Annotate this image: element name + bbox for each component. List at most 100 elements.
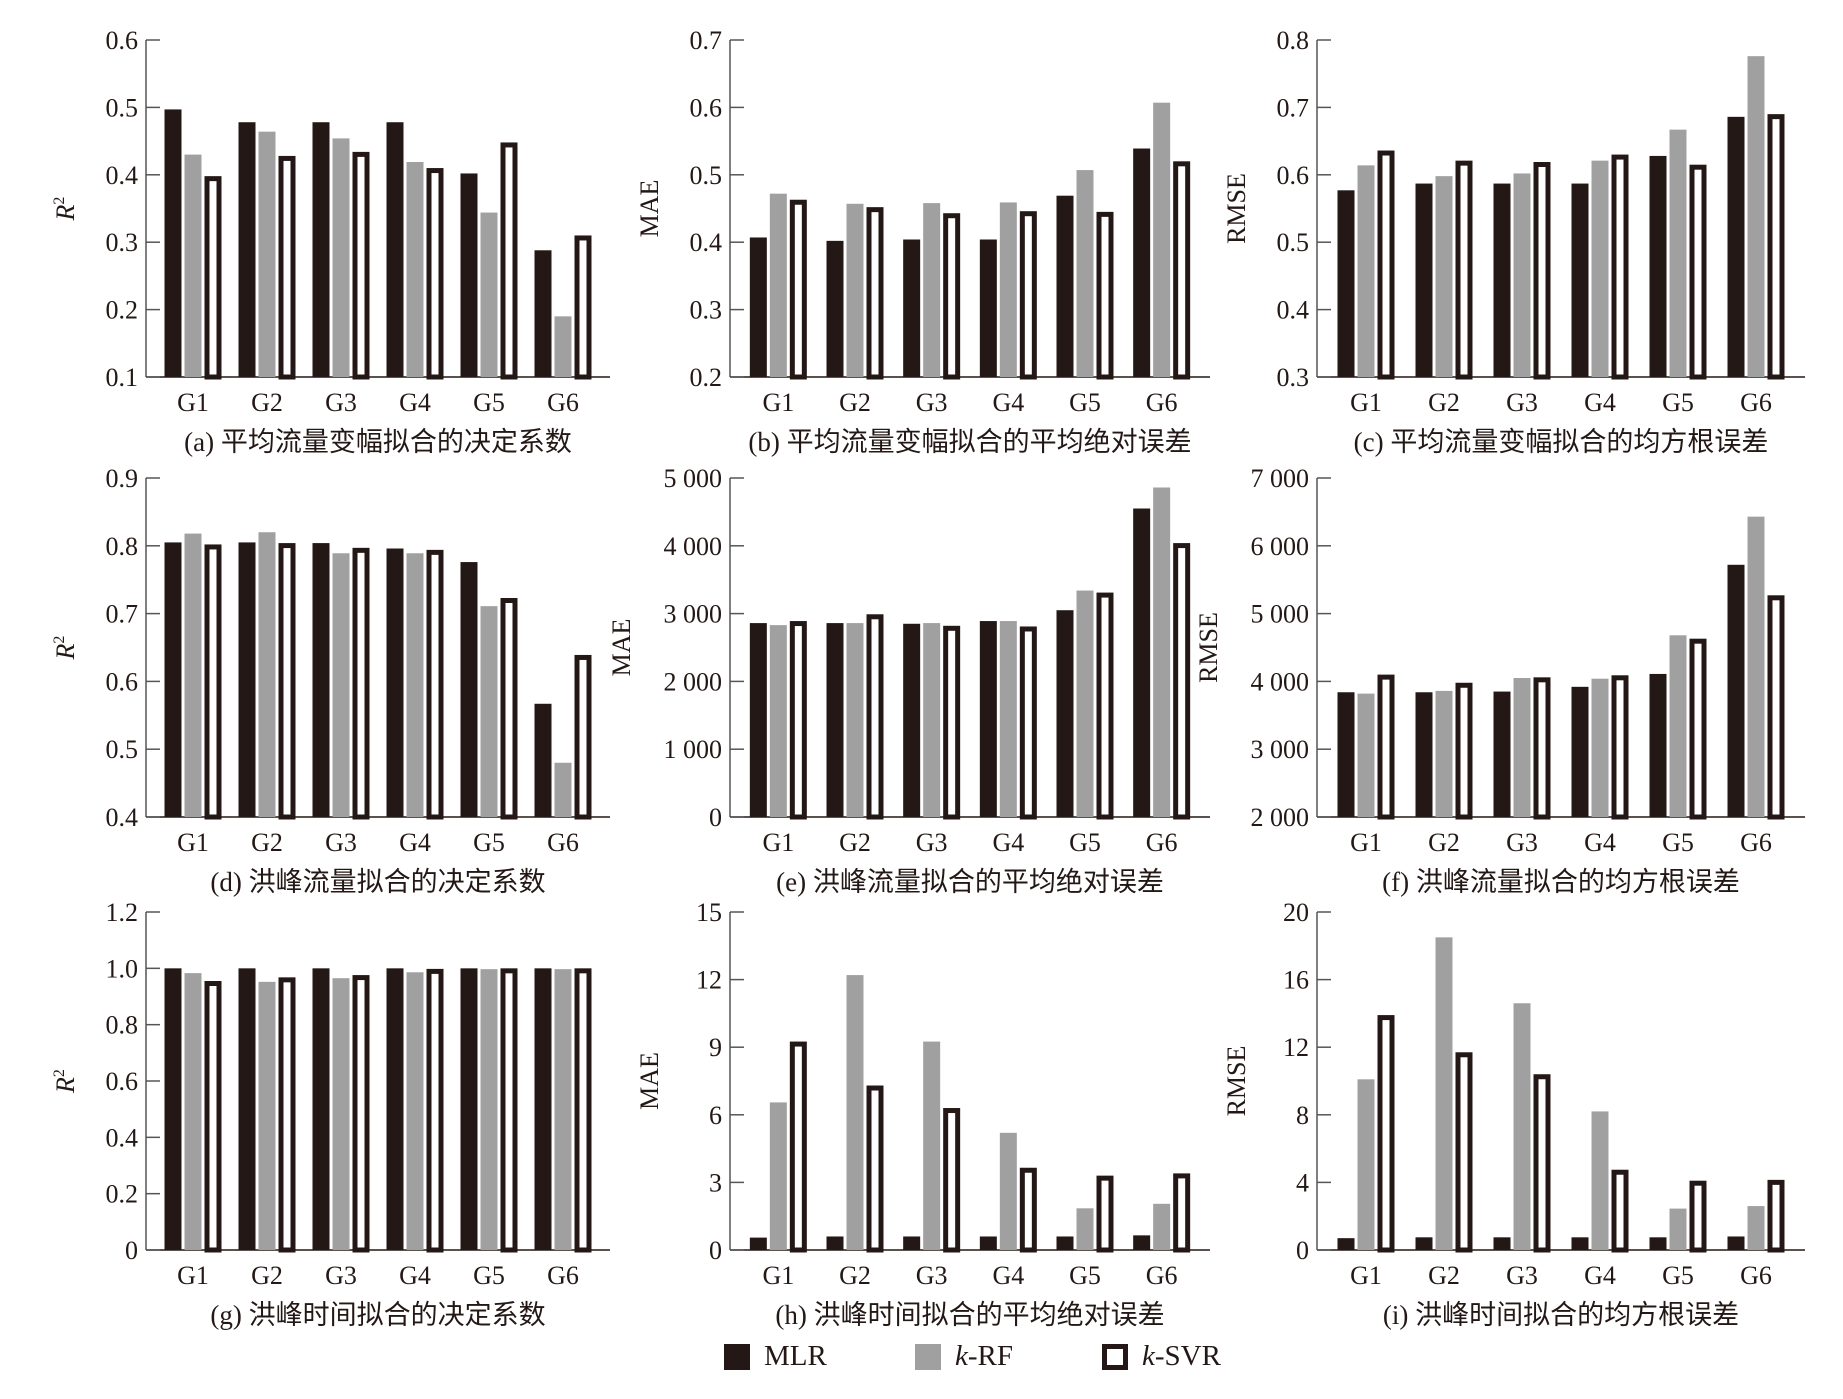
x-tick-label: G6: [1146, 828, 1178, 857]
legend-item-mlr: MLR: [724, 1340, 827, 1373]
bar-k-svr-g6: [1767, 595, 1785, 820]
bar-mlr-g6: [1727, 564, 1745, 817]
bar-mlr-g1: [164, 968, 182, 1250]
bar-k-svr-g4: [1611, 675, 1629, 820]
bar-k-svr-g2: [866, 207, 884, 380]
bar-k-svr-g5: [1689, 1180, 1707, 1253]
y-tick-label: 4 000: [1251, 667, 1310, 696]
y-tick-label: 0.4: [106, 1123, 139, 1152]
x-tick-label: G5: [1662, 828, 1694, 857]
bar-k-svr-g1: [1377, 150, 1395, 380]
bar-k-rf-g5: [480, 969, 498, 1250]
legend-swatch-mlr: [724, 1343, 750, 1370]
bar-mlr-g6: [534, 968, 552, 1250]
bar-mlr-g1: [1337, 692, 1355, 817]
bar-mlr-g3: [312, 543, 330, 817]
panel-caption: (f) 洪峰流量拟合的均方根误差: [1382, 867, 1740, 897]
chart-panel-d: 0.4 0.5 0.6 0.7 0.8 0.9 R2 G1 G2 G3 G4 G5 G6(d) 洪峰流量…: [51, 464, 610, 897]
panel-caption: (i) 洪峰时间拟合的均方根误差: [1383, 1300, 1739, 1330]
bar-k-svr-g6: [574, 654, 592, 820]
bar-k-svr-g6: [574, 968, 592, 1253]
panel-caption: (d) 洪峰流量拟合的决定系数: [210, 867, 545, 897]
bar-k-rf-g3: [1513, 678, 1531, 817]
bar-mlr-g1: [749, 1237, 767, 1250]
x-tick-label: G5: [1662, 388, 1694, 417]
y-tick-label: 0.6: [106, 667, 139, 696]
bar-k-rf-g5: [480, 212, 498, 377]
bar-mlr-g2: [238, 542, 256, 817]
chart-panel-e: 0 1 000 2 000 3 000 4 000 5 000 MAE G1 G2 G3 G4 G5 G…: [607, 464, 1210, 897]
bar-k-rf-g5: [1076, 1208, 1094, 1250]
bar-mlr-g1: [1337, 1238, 1355, 1250]
bar-mlr-g2: [238, 122, 256, 377]
y-tick-label: 0.8: [1277, 26, 1310, 55]
x-tick-label: G1: [177, 388, 209, 417]
x-tick-label: G3: [325, 828, 357, 857]
y-tick-label: 0.5: [1277, 228, 1310, 257]
x-tick-label: G3: [325, 388, 357, 417]
bar-k-rf-g3: [1513, 1003, 1531, 1250]
y-axis-label: MAE: [607, 619, 636, 677]
y-tick-label: 0.3: [106, 228, 139, 257]
bar-mlr-g3: [312, 122, 330, 377]
bar-k-svr-g5: [1096, 592, 1114, 820]
bar-k-svr-g2: [866, 614, 884, 820]
bar-mlr-g4: [386, 968, 404, 1250]
bar-k-rf-g2: [258, 981, 276, 1250]
bar-k-rf-g1: [184, 973, 202, 1250]
y-tick-label: 5 000: [664, 464, 723, 493]
bar-k-svr-g3: [943, 1108, 961, 1253]
x-tick-label: G3: [1506, 828, 1538, 857]
chart-panel-b: 0.2 0.3 0.4 0.5 0.6 0.7 MAE G1 G2 G3 G4 G5 G6 (b) 平均流…: [635, 26, 1210, 457]
legend-item-k-svr: k -SVR: [1102, 1340, 1221, 1373]
y-axis-label: R2: [51, 636, 80, 661]
bar-k-rf-g4: [1591, 678, 1609, 817]
bar-k-rf-g1: [769, 1102, 787, 1250]
x-tick-label: G3: [325, 1261, 357, 1290]
bar-k-svr-g3: [352, 975, 370, 1253]
x-tick-label: G4: [992, 388, 1024, 417]
bar-k-svr-g6: [574, 235, 592, 380]
bar-mlr-g3: [1493, 183, 1511, 377]
y-tick-label: 2 000: [664, 667, 723, 696]
bar-k-rf-g1: [184, 154, 202, 377]
y-tick-label: 0.5: [106, 93, 139, 122]
bar-k-rf-g2: [846, 203, 864, 377]
x-tick-label: G6: [547, 1261, 579, 1290]
bar-k-svr-g4: [426, 968, 444, 1253]
legend-prefix-k-rf: k: [955, 1340, 968, 1372]
bar-k-rf-g6: [1153, 102, 1171, 377]
y-tick-label: 0.7: [690, 26, 723, 55]
bar-mlr-g1: [164, 109, 182, 377]
x-tick-label: G1: [1350, 1261, 1382, 1290]
bar-k-svr-g2: [278, 977, 296, 1253]
x-tick-label: G6: [547, 828, 579, 857]
bar-k-rf-g3: [332, 138, 350, 377]
x-tick-label: G3: [916, 1261, 948, 1290]
x-tick-label: G4: [399, 388, 431, 417]
x-tick-label: G4: [1584, 388, 1616, 417]
y-tick-label: 2 000: [1251, 803, 1310, 832]
bar-k-svr-g3: [1533, 161, 1551, 380]
y-tick-label: 1 000: [664, 735, 723, 764]
bar-k-rf-g6: [1153, 487, 1171, 817]
y-tick-label: 20: [1283, 898, 1309, 927]
bar-mlr-g6: [1133, 148, 1151, 377]
bar-k-rf-g4: [1591, 1111, 1609, 1250]
y-tick-label: 0.1: [106, 363, 139, 392]
bar-mlr-g5: [1056, 610, 1074, 817]
chart-panel-a: 0.1 0.2 0.3 0.4 0.5 0.6 R2 G1 G2 G3 G4 G5 G6 (a) 平均流量…: [51, 26, 610, 457]
y-tick-label: 0.7: [106, 600, 139, 629]
bar-mlr-g4: [1571, 1237, 1589, 1250]
x-tick-label: G4: [992, 1261, 1024, 1290]
x-tick-label: G6: [1740, 828, 1772, 857]
bar-k-svr-g1: [789, 1041, 807, 1253]
y-tick-label: 0.2: [106, 1180, 139, 1209]
bar-k-svr-g2: [866, 1085, 884, 1253]
bar-k-rf-g2: [1435, 176, 1453, 377]
bar-k-svr-g4: [426, 549, 444, 820]
bar-mlr-g3: [903, 239, 921, 377]
y-axis-label: RMSE: [1222, 1046, 1251, 1117]
bar-mlr-g2: [826, 1236, 844, 1250]
bar-k-rf-g2: [1435, 690, 1453, 817]
